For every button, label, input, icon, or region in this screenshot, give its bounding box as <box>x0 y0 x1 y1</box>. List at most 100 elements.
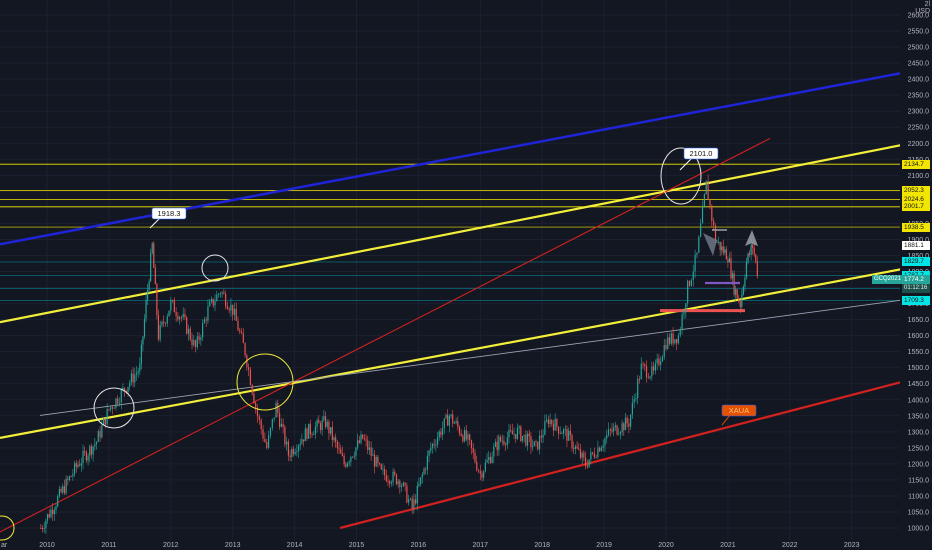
countdown-label: 01:12:16 <box>902 284 930 294</box>
price-tick-label: 1850.0 <box>908 253 930 260</box>
time-tick-label: 2019 <box>596 542 612 549</box>
candle-body <box>387 481 389 482</box>
candle-body <box>90 446 93 455</box>
time-tick-label: 2018 <box>534 542 550 549</box>
candle-body <box>649 376 651 379</box>
candle-body <box>544 421 546 435</box>
price-tick-label: 2350.0 <box>908 93 930 100</box>
price-level-label: 1829.7 <box>902 257 930 267</box>
candle-body <box>365 439 367 441</box>
candle-body <box>268 435 270 448</box>
candle-body <box>433 443 435 446</box>
callout-box <box>721 404 757 417</box>
candle-body <box>219 293 221 295</box>
candle-body <box>413 499 415 509</box>
candle-body <box>694 254 696 272</box>
candle-body <box>713 220 715 226</box>
candle-body <box>513 434 515 435</box>
candle-body <box>628 423 630 427</box>
scale-unit-label: 2l <box>924 1 930 8</box>
candle-body <box>321 420 323 431</box>
price-tick-label: 1650.0 <box>908 317 930 324</box>
price-tick-label: 1350.0 <box>908 413 930 420</box>
candle-body <box>210 298 213 302</box>
candle-body <box>750 245 752 255</box>
candle-body <box>187 328 190 334</box>
candle-body <box>67 478 69 480</box>
time-tick-label: 2013 <box>225 542 241 549</box>
candle-body <box>346 462 349 467</box>
candle-body <box>55 506 57 511</box>
candle-body <box>613 427 615 432</box>
candle-body <box>477 470 480 472</box>
candle-body <box>130 373 133 383</box>
candle-body <box>736 289 738 299</box>
candle-body <box>679 329 681 336</box>
candle-body <box>223 292 225 294</box>
time-tick-label: 2016 <box>411 542 427 549</box>
candle-body <box>266 442 268 448</box>
candle-body <box>145 299 147 319</box>
candle-body <box>287 441 290 456</box>
candle-body <box>742 286 744 295</box>
candle-body <box>291 448 293 457</box>
candle-body <box>660 361 662 365</box>
candle-body <box>146 289 149 300</box>
candle-body <box>685 303 687 313</box>
candle-body <box>228 308 230 311</box>
candle-body <box>282 423 284 427</box>
candle-body <box>542 434 544 438</box>
candle-body <box>469 434 471 441</box>
candle-body <box>668 337 671 344</box>
candle-body <box>592 452 594 454</box>
candle-body <box>404 482 406 486</box>
candle-body <box>239 330 241 332</box>
candle-body <box>516 427 519 439</box>
candle-body <box>62 486 64 493</box>
candle-body <box>600 447 603 452</box>
candle-body <box>226 306 228 309</box>
candle-body <box>43 528 45 530</box>
candle-body <box>547 419 549 425</box>
candle-body <box>711 205 713 221</box>
price-tick-label: 1200.0 <box>908 461 930 468</box>
price-level-label: 2052.3 <box>902 186 930 196</box>
price-tick-label: 2500.0 <box>908 45 930 52</box>
candle-body <box>323 416 325 421</box>
candle-body <box>445 414 447 419</box>
candle-body <box>163 321 165 324</box>
candle-body <box>294 452 296 455</box>
candle-body <box>127 386 129 393</box>
candle-body <box>286 441 288 445</box>
candle-body <box>753 247 755 255</box>
candle-body <box>651 366 653 377</box>
candle-body <box>92 446 94 455</box>
yellow-trendline-lower <box>0 262 932 439</box>
candle-body <box>60 488 62 493</box>
candle-body <box>618 433 620 435</box>
candle-body <box>303 439 305 442</box>
candle-body <box>604 438 606 446</box>
candle-body <box>122 387 124 390</box>
candle-body <box>687 280 689 304</box>
candle-body <box>688 280 691 286</box>
candle-body <box>84 450 86 453</box>
grey-trendline <box>39 299 901 416</box>
candle-body <box>703 194 705 207</box>
candle-body <box>573 448 575 449</box>
candle-body <box>314 426 317 435</box>
candle-body <box>186 317 188 334</box>
candle-body <box>566 429 568 441</box>
candle-body <box>400 486 403 488</box>
candle-body <box>735 289 737 295</box>
candle-body <box>311 434 313 435</box>
time-tick-label: 2017 <box>473 542 489 549</box>
candle-body <box>148 281 150 290</box>
candle-body <box>709 199 711 206</box>
candle-body <box>124 387 126 391</box>
candle-body <box>402 482 404 487</box>
candle-body <box>452 414 454 424</box>
candle-body <box>132 373 134 383</box>
candle-body <box>134 374 136 383</box>
